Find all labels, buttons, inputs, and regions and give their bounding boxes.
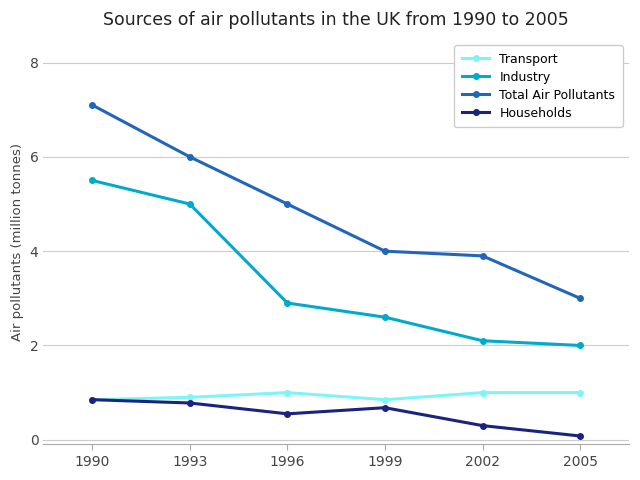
- Industry: [576, 343, 584, 348]
- Total Air Pollutants: [381, 248, 388, 254]
- Transport: [576, 390, 584, 396]
- Total Air Pollutants: [88, 102, 96, 108]
- Line: Industry: Industry: [90, 178, 583, 348]
- Industry: [284, 300, 291, 306]
- Industry: [186, 201, 194, 207]
- Line: Households: Households: [90, 397, 583, 439]
- Y-axis label: Air pollutants (million tonnes): Air pollutants (million tonnes): [11, 143, 24, 341]
- Title: Sources of air pollutants in the UK from 1990 to 2005: Sources of air pollutants in the UK from…: [103, 11, 569, 29]
- Total Air Pollutants: [479, 253, 486, 259]
- Transport: [284, 390, 291, 396]
- Households: [479, 423, 486, 429]
- Industry: [381, 314, 388, 320]
- Industry: [88, 178, 96, 183]
- Transport: [479, 390, 486, 396]
- Households: [284, 411, 291, 417]
- Line: Transport: Transport: [90, 390, 583, 402]
- Households: [88, 397, 96, 403]
- Households: [186, 400, 194, 406]
- Total Air Pollutants: [186, 154, 194, 160]
- Total Air Pollutants: [284, 201, 291, 207]
- Legend: Transport, Industry, Total Air Pollutants, Households: Transport, Industry, Total Air Pollutant…: [454, 45, 623, 127]
- Transport: [88, 397, 96, 403]
- Households: [381, 405, 388, 410]
- Households: [576, 433, 584, 439]
- Line: Total Air Pollutants: Total Air Pollutants: [90, 102, 583, 301]
- Industry: [479, 338, 486, 344]
- Total Air Pollutants: [576, 295, 584, 301]
- Transport: [381, 397, 388, 403]
- Transport: [186, 395, 194, 400]
